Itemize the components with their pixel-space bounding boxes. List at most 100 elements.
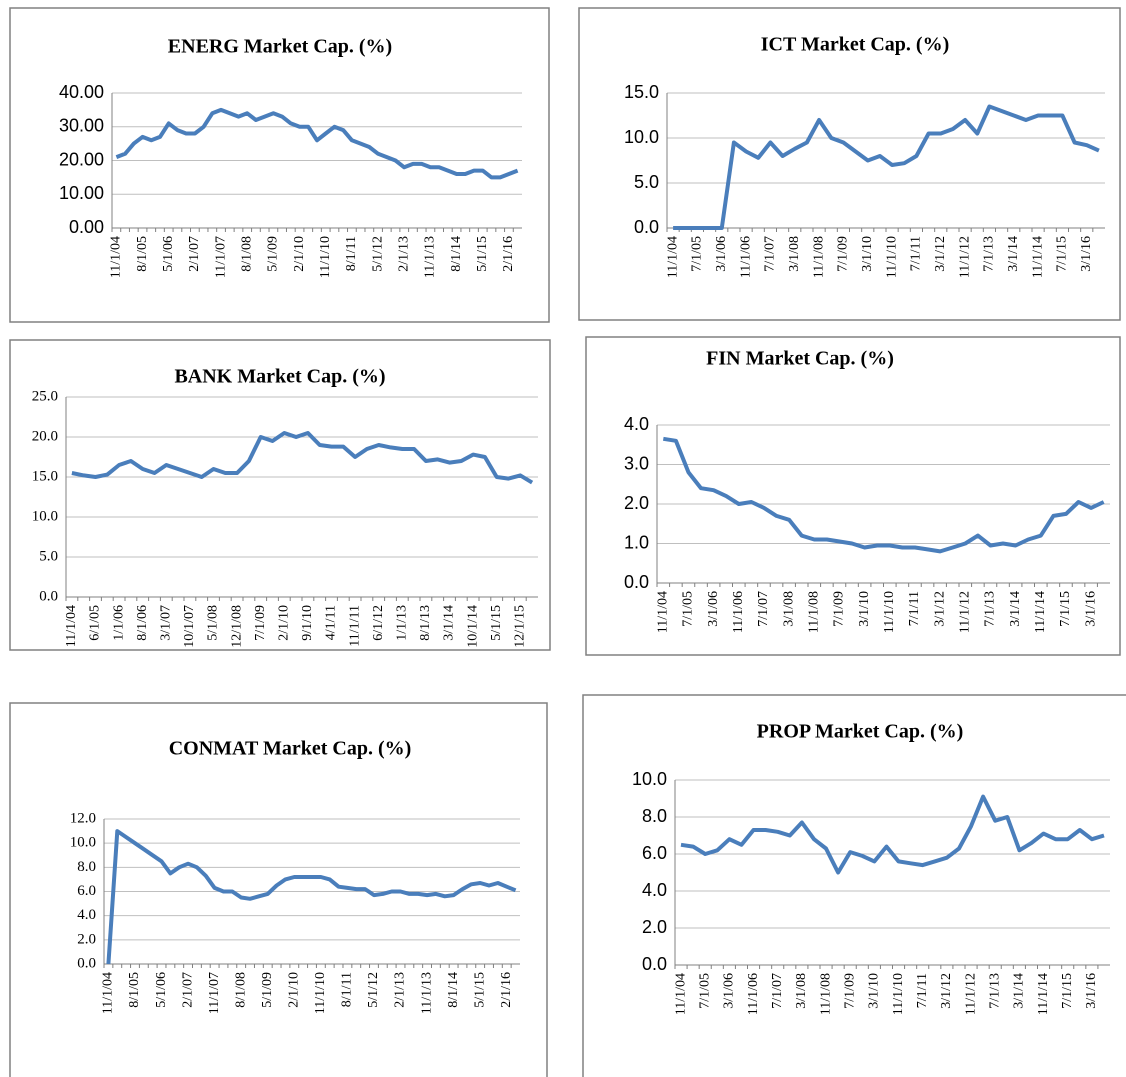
chart-title: ENERG Market Cap. (%) xyxy=(168,36,392,58)
x-tick-label: 8/1/13 xyxy=(418,605,433,641)
x-tick-label: 11/1/08 xyxy=(811,236,826,278)
chart-title: BANK Market Cap. (%) xyxy=(174,366,385,388)
y-tick-label: 4.0 xyxy=(642,880,667,900)
x-tick-label: 11/1/12 xyxy=(963,973,978,1015)
y-tick-label: 2.0 xyxy=(77,931,96,947)
x-tick-label: 3/1/14 xyxy=(1008,591,1023,627)
x-tick-label: 8/1/06 xyxy=(135,605,150,641)
y-tick-label: 10.00 xyxy=(59,183,104,203)
x-tick-label: 12/1/15 xyxy=(513,605,528,648)
x-tick-label: 5/1/09 xyxy=(260,972,275,1008)
x-tick-label: 11/1/12 xyxy=(957,236,972,278)
x-tick-label: 11/1/14 xyxy=(1036,973,1051,1015)
x-tick-label: 1/1/06 xyxy=(111,605,126,641)
x-tick-label: 3/1/10 xyxy=(860,236,875,272)
y-tick-label: 3.0 xyxy=(624,453,649,473)
x-tick-label: 6/1/12 xyxy=(371,605,386,641)
x-tick-label: 7/1/13 xyxy=(982,236,997,272)
y-tick-label: 2.0 xyxy=(642,917,667,937)
panel-border xyxy=(9,7,550,323)
x-tick-label: 7/1/07 xyxy=(756,591,771,627)
x-tick-label: 8/1/08 xyxy=(233,972,248,1008)
x-tick-label: 11/1/10 xyxy=(313,972,328,1014)
x-tick-label: 3/1/16 xyxy=(1083,591,1098,627)
x-tick-label: 2/1/10 xyxy=(292,236,307,272)
x-tick-label: 3/1/06 xyxy=(706,591,721,627)
y-tick-label: 0.0 xyxy=(634,217,659,237)
x-tick-label: 11/1/04 xyxy=(109,236,124,278)
x-tick-label: 7/1/15 xyxy=(1060,973,1075,1009)
y-tick-label: 4.0 xyxy=(624,414,649,434)
chart-title: FIN Market Cap. (%) xyxy=(706,348,894,370)
x-tick-label: 11/1/04 xyxy=(101,972,116,1014)
y-tick-label: 20.0 xyxy=(32,428,58,444)
x-tick-label: 3/1/10 xyxy=(857,591,872,627)
y-tick-label: 6.0 xyxy=(77,883,96,899)
x-tick-label: 11/1/07 xyxy=(207,972,222,1014)
x-tick-label: 11/1/10 xyxy=(882,591,897,633)
panel-border xyxy=(585,336,1121,656)
x-tick-label: 11/1/10 xyxy=(318,236,333,278)
x-tick-label: 7/1/13 xyxy=(987,973,1002,1009)
x-tick-label: 11/1/04 xyxy=(656,591,671,633)
x-tick-label: 3/1/07 xyxy=(159,605,174,641)
y-tick-label: 0.00 xyxy=(69,217,104,237)
panel-border xyxy=(9,702,548,1077)
y-tick-label: 30.00 xyxy=(59,116,104,136)
x-tick-label: 6/1/05 xyxy=(88,605,103,641)
x-tick-label: 5/1/06 xyxy=(161,236,176,272)
x-tick-label: 11/1/13 xyxy=(419,972,434,1014)
x-tick-label: 5/1/06 xyxy=(154,972,169,1008)
x-tick-label: 5/1/08 xyxy=(206,605,221,641)
x-tick-label: 5/1/15 xyxy=(472,972,487,1008)
x-tick-label: 7/1/05 xyxy=(681,591,696,627)
data-line xyxy=(115,107,519,180)
x-tick-label: 7/1/11 xyxy=(907,591,922,626)
x-tick-label: 3/1/16 xyxy=(1084,973,1099,1009)
x-tick-label: 3/1/08 xyxy=(787,236,802,272)
x-tick-label: 11/1/12 xyxy=(958,591,973,633)
data-line xyxy=(662,436,1105,554)
y-tick-label: 0.0 xyxy=(77,955,96,971)
data-line xyxy=(673,104,1100,230)
x-tick-label: 11/1/13 xyxy=(423,236,438,278)
panel-border xyxy=(582,694,1126,1077)
y-tick-label: 12.0 xyxy=(70,810,96,826)
y-tick-label: 5.0 xyxy=(39,548,58,564)
x-tick-label: 5/1/15 xyxy=(475,236,490,272)
y-tick-label: 25.0 xyxy=(32,388,58,404)
x-tick-label: 2/1/10 xyxy=(277,605,292,641)
x-tick-label: 11/1/04 xyxy=(673,973,688,1015)
x-tick-label: 7/1/09 xyxy=(832,591,847,627)
x-tick-label: 11/1/14 xyxy=(1033,591,1048,633)
x-tick-label: 8/1/11 xyxy=(344,236,359,271)
y-tick-label: 5.0 xyxy=(634,172,659,192)
y-tick-label: 8.0 xyxy=(642,806,667,826)
x-tick-label: 11/1/07 xyxy=(213,236,228,278)
x-tick-label: 11/1/14 xyxy=(1030,236,1045,278)
x-tick-label: 7/1/09 xyxy=(842,973,857,1009)
x-tick-label: 7/1/07 xyxy=(770,973,785,1009)
x-tick-label: 7/1/09 xyxy=(253,605,268,641)
x-tick-label: 3/1/14 xyxy=(1012,973,1027,1009)
y-tick-label: 0.0 xyxy=(642,954,667,974)
x-tick-label: 11/1/04 xyxy=(665,236,680,278)
x-tick-label: 3/1/12 xyxy=(939,973,954,1009)
y-tick-label: 10.0 xyxy=(632,769,667,789)
x-tick-label: 3/1/12 xyxy=(933,236,948,272)
y-tick-label: 1.0 xyxy=(624,532,649,552)
chart-title: PROP Market Cap. (%) xyxy=(757,721,964,743)
x-tick-label: 7/1/07 xyxy=(763,236,778,272)
x-tick-label: 3/1/08 xyxy=(781,591,796,627)
y-tick-label: 8.0 xyxy=(77,859,96,875)
x-tick-label: 3/1/12 xyxy=(932,591,947,627)
x-tick-label: 3/1/14 xyxy=(1006,236,1021,272)
x-tick-label: 7/1/09 xyxy=(836,236,851,272)
y-tick-label: 6.0 xyxy=(642,843,667,863)
panel-border xyxy=(578,7,1121,321)
x-tick-label: 2/1/16 xyxy=(501,236,516,272)
x-tick-label: 7/1/15 xyxy=(1055,236,1070,272)
x-tick-label: 10/1/14 xyxy=(465,605,480,648)
y-tick-label: 40.00 xyxy=(59,82,104,102)
